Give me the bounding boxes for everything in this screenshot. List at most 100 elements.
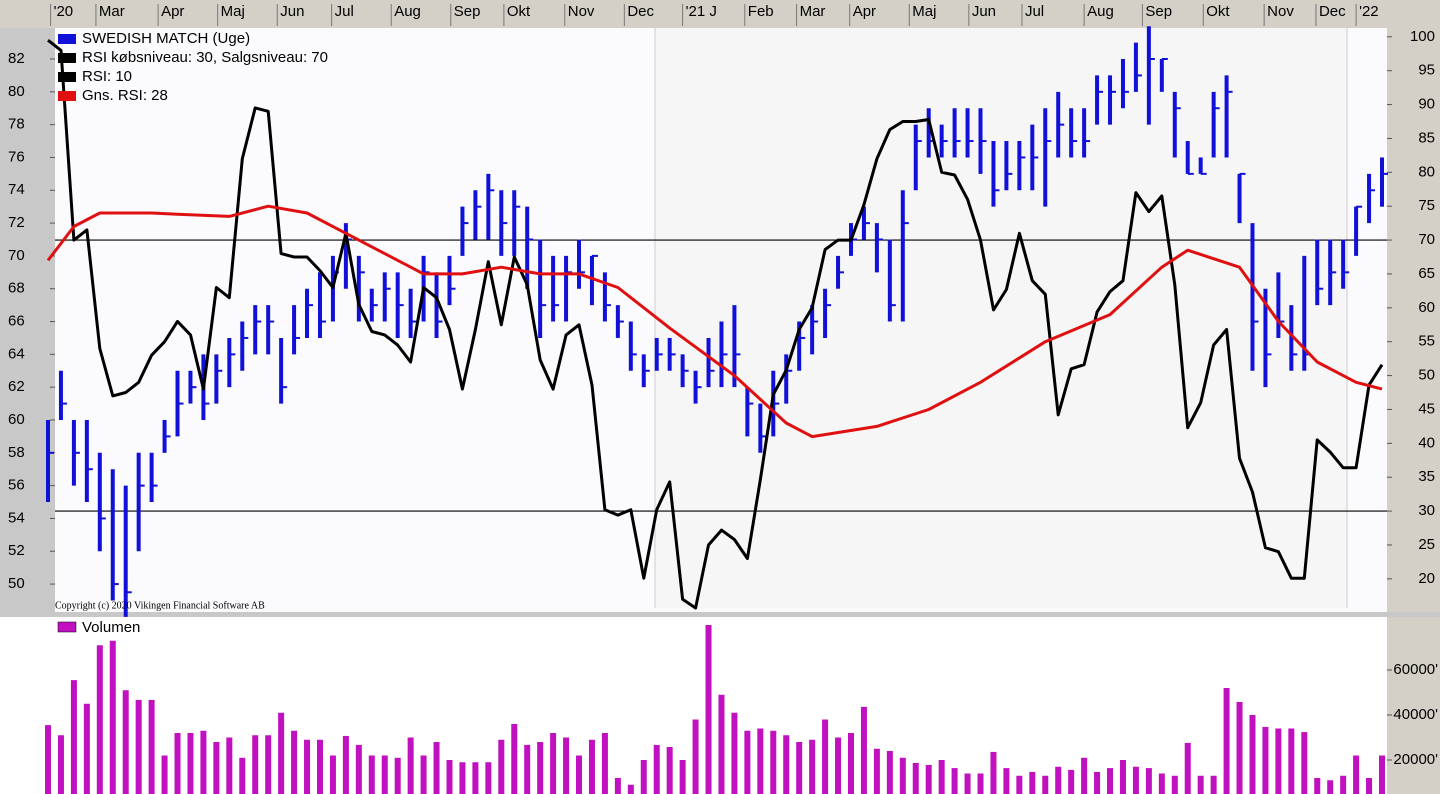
volume-bar [291,730,298,794]
volume-bar [1016,775,1023,794]
volume-bar [122,690,129,794]
volume-bar [1353,755,1360,794]
volume-bar [511,724,518,794]
volume-bar [1288,728,1295,794]
x-tick-label: Sep [454,3,481,20]
y-tick-label: 40000' [1393,706,1438,723]
volume-bar [925,764,932,794]
legend-swatch [57,621,77,633]
y-tick-label: 74 [8,181,25,198]
legend-swatch [58,34,76,44]
y-tick-label: 62 [8,378,25,395]
x-tick-label: Apr [853,3,876,20]
y-tick-label: 76 [8,148,25,165]
volume-bar [70,680,77,794]
volume-bar [601,733,608,794]
volume-bar [459,762,466,794]
volume-bar [109,640,116,794]
x-tick-label: Apr [161,3,184,20]
volume-bar [705,625,712,794]
volume-bar [744,730,751,794]
volume-bar [1029,771,1036,794]
volume-bar [588,739,595,794]
volume-axis-band [1387,617,1440,794]
volume-bar [860,706,867,794]
volume-bar [1236,701,1243,794]
y-tick-label: 20000' [1393,751,1438,768]
volume-bar [1184,742,1191,794]
panel-separator [0,612,1440,617]
volume-bar [187,733,194,794]
y-tick-label: 56 [8,477,25,494]
volume-bar [1042,775,1049,794]
volume-bar [485,762,492,794]
volume-bar [1094,771,1101,794]
y2-tick-label: 70 [1418,231,1435,248]
volume-bar [666,746,673,794]
y-tick-label: 60 [8,411,25,428]
volume-bar [407,737,414,794]
shaded-period [655,28,1347,608]
volume-bar [951,768,958,794]
volume-bar [576,755,583,794]
legend-label: Volumen [82,619,140,636]
volume-bar [835,737,842,794]
volume-bar [1366,778,1373,794]
volume-bar [783,735,790,794]
y2-tick-label: 55 [1418,333,1435,350]
volume-bar [368,755,375,794]
volume-bar [1275,728,1282,794]
volume-bar [718,694,725,794]
volume-bar [1132,766,1139,794]
volume-bar [653,744,660,794]
x-tick-label: Aug [394,3,421,20]
y-tick-label: 78 [8,116,25,133]
legend-label: RSI købsniveau: 30, Salgsniveau: 70 [82,49,328,66]
time-axis-band [0,0,1440,28]
volume-bar [977,773,984,794]
volume-bar [265,735,272,794]
x-tick-label: Okt [1206,3,1230,20]
y2-tick-label: 25 [1418,536,1435,553]
volume-bar [329,755,336,794]
volume-bar [1223,688,1230,794]
volume-bar [757,728,764,794]
volume-bar [45,725,51,794]
y-tick-label: 54 [8,509,25,526]
volume-bar [498,739,505,794]
y-tick-label: 50 [8,575,25,592]
legend-label: Gns. RSI: 28 [82,87,168,104]
volume-bar [200,730,207,794]
y-tick-label: 70 [8,247,25,264]
volume-bar [433,742,440,794]
y-tick-label: 66 [8,313,25,330]
y2-tick-label: 20 [1418,570,1435,587]
y2-tick-label: 85 [1418,129,1435,146]
volume-bar [550,733,557,794]
volume-bar [239,757,246,794]
legend-swatch [58,91,76,101]
y-tick-label: 82 [8,50,25,67]
volume-bar [1068,769,1075,794]
volume-bar [1119,760,1126,794]
volume-bar [809,739,816,794]
volume-bar [873,748,880,794]
legend-swatch [58,72,76,82]
volume-bar [1314,778,1321,794]
volume-bar [1379,755,1385,794]
volume-bar [1210,775,1217,794]
volume-bar [226,737,233,794]
layer: '20 Mar Apr Maj Jun Jul Aug Sep Okt Nov Dec '21 J Fe… [8,3,1438,794]
x-tick-label: Dec [627,3,654,20]
x-tick-label: '21 J [686,3,717,20]
volume-bar [692,719,699,794]
volume-bar [912,762,919,794]
volume-bar [472,762,479,794]
volume-bar [278,712,285,794]
x-tick-label: Nov [1267,3,1294,20]
volume-bar [524,744,531,794]
volume-bar [1327,780,1334,794]
volume-bar [537,742,544,794]
